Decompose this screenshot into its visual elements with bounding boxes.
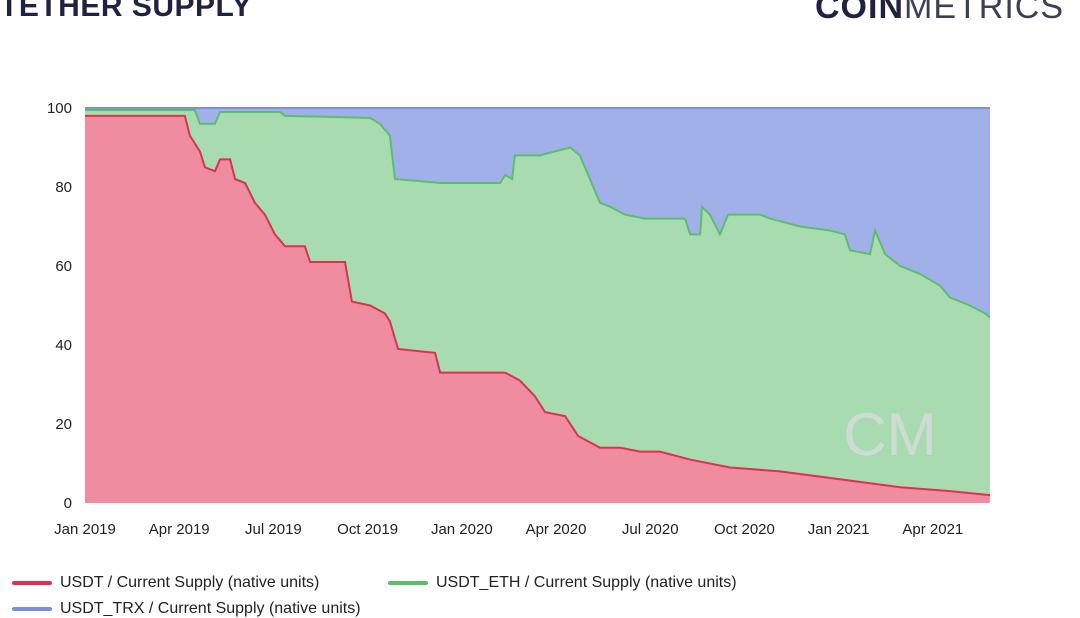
logo-light: METRICS [904, 0, 1064, 26]
x-tick-label: Jan 2020 [431, 521, 493, 538]
page-title: TETHER SUPPLY [0, 0, 253, 23]
x-tick-label: Jan 2021 [808, 521, 870, 538]
legend-swatch-eth [388, 581, 428, 585]
y-tick-label: 60 [55, 258, 72, 275]
legend-label: USDT_TRX / Current Supply (native units) [60, 600, 361, 617]
y-tick-label: 100 [47, 100, 72, 117]
line-eth [85, 108, 991, 319]
y-tick-label: 20 [55, 416, 72, 433]
legend-swatch-usdt [12, 581, 52, 585]
x-tick-label: Oct 2020 [714, 521, 775, 538]
y-tick-label: 40 [55, 337, 72, 354]
x-tick-label: Apr 2021 [902, 521, 963, 538]
legend-item-usdt[interactable]: USDT / Current Supply (native units) [12, 574, 319, 592]
legend-item-trx[interactable]: USDT_TRX / Current Supply (native units) [12, 600, 361, 618]
legend-label: USDT / Current Supply (native units) [60, 574, 320, 591]
area-usdt [85, 115, 990, 504]
legend-label: USDT_ETH / Current Supply (native units) [436, 574, 737, 591]
x-tick-label: Jan 2019 [54, 521, 116, 538]
logo-bold: COIN [815, 0, 904, 26]
x-tick-label: Apr 2020 [526, 521, 587, 538]
x-tick-label: Jul 2019 [245, 521, 302, 538]
legend-item-eth[interactable]: USDT_ETH / Current Supply (native units) [388, 574, 737, 592]
watermark: CM [843, 401, 936, 468]
x-tick-label: Oct 2019 [337, 521, 398, 538]
x-tick-label: Jul 2020 [622, 521, 679, 538]
y-tick-label: 80 [55, 179, 72, 196]
coinmetrics-logo: COINMETRICS [815, 0, 1064, 27]
x-tick-label: Apr 2019 [149, 521, 210, 538]
line-usdt [85, 114, 991, 497]
y-tick-label: 0 [64, 495, 72, 512]
